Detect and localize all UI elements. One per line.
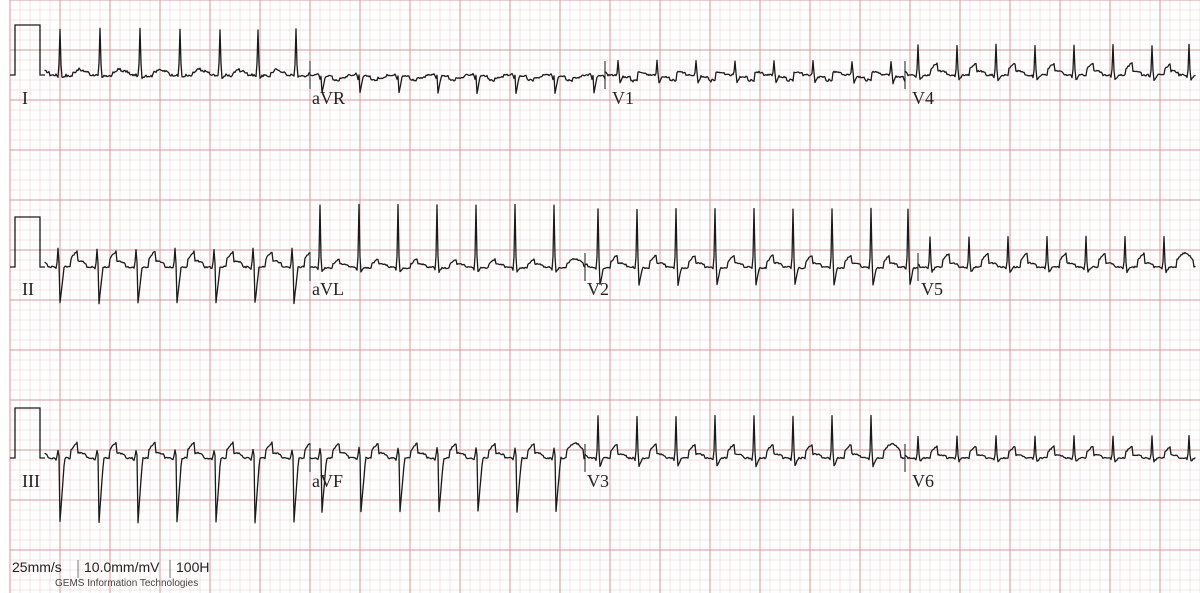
ecg-figure: IaVR V1 V4 II aVL V2 V5 III aVF V3 V6 25mm/s 10.0mm/… xyxy=(0,0,1200,593)
ecg-trace-aVF xyxy=(310,443,585,513)
lead-label-V1: V1 xyxy=(612,88,634,108)
footer-setting-0: 25mm/s xyxy=(12,559,62,575)
lead-label-V2: V2 xyxy=(587,279,609,299)
footer-setting-2: 100H xyxy=(176,559,209,575)
lead-label-I: I xyxy=(22,88,28,108)
ecg-trace-V3 xyxy=(585,416,905,467)
lead-label-V3: V3 xyxy=(587,471,609,491)
lead-label-V6: V6 xyxy=(912,471,934,491)
ecg-trace-aVR xyxy=(310,73,605,93)
footer-setting-1: 10.0mm/mV xyxy=(84,559,160,575)
lead-label-III: III xyxy=(22,471,40,491)
lead-label-aVL: aVL xyxy=(312,279,344,299)
ecg-trace-aVL xyxy=(310,204,585,272)
lead-label-aVF: aVF xyxy=(312,471,343,491)
lead-label-II: II xyxy=(22,279,34,299)
ecg-svg: IaVR V1 V4 II aVL V2 V5 III aVF V3 V6 25mm/s 10.0mm/… xyxy=(0,0,1200,593)
calibration-pulse-row-2 xyxy=(10,217,45,267)
lead-label-V4: V4 xyxy=(912,88,934,108)
footer-fine-print: GEMS Information Technologies xyxy=(55,578,198,589)
lead-label-V5: V5 xyxy=(921,279,943,299)
lead-label-aVR: aVR xyxy=(312,88,345,108)
